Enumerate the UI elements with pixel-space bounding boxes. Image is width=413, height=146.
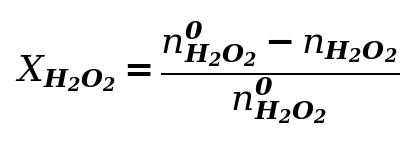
Text: $\mathbf{\mathit{X}}_{\mathbf{H_2O_2}} = \dfrac{\mathbf{\mathit{n}}^{\mathbf{0}}: $\mathbf{\mathit{X}}_{\mathbf{H_2O_2}} =… (14, 20, 399, 126)
